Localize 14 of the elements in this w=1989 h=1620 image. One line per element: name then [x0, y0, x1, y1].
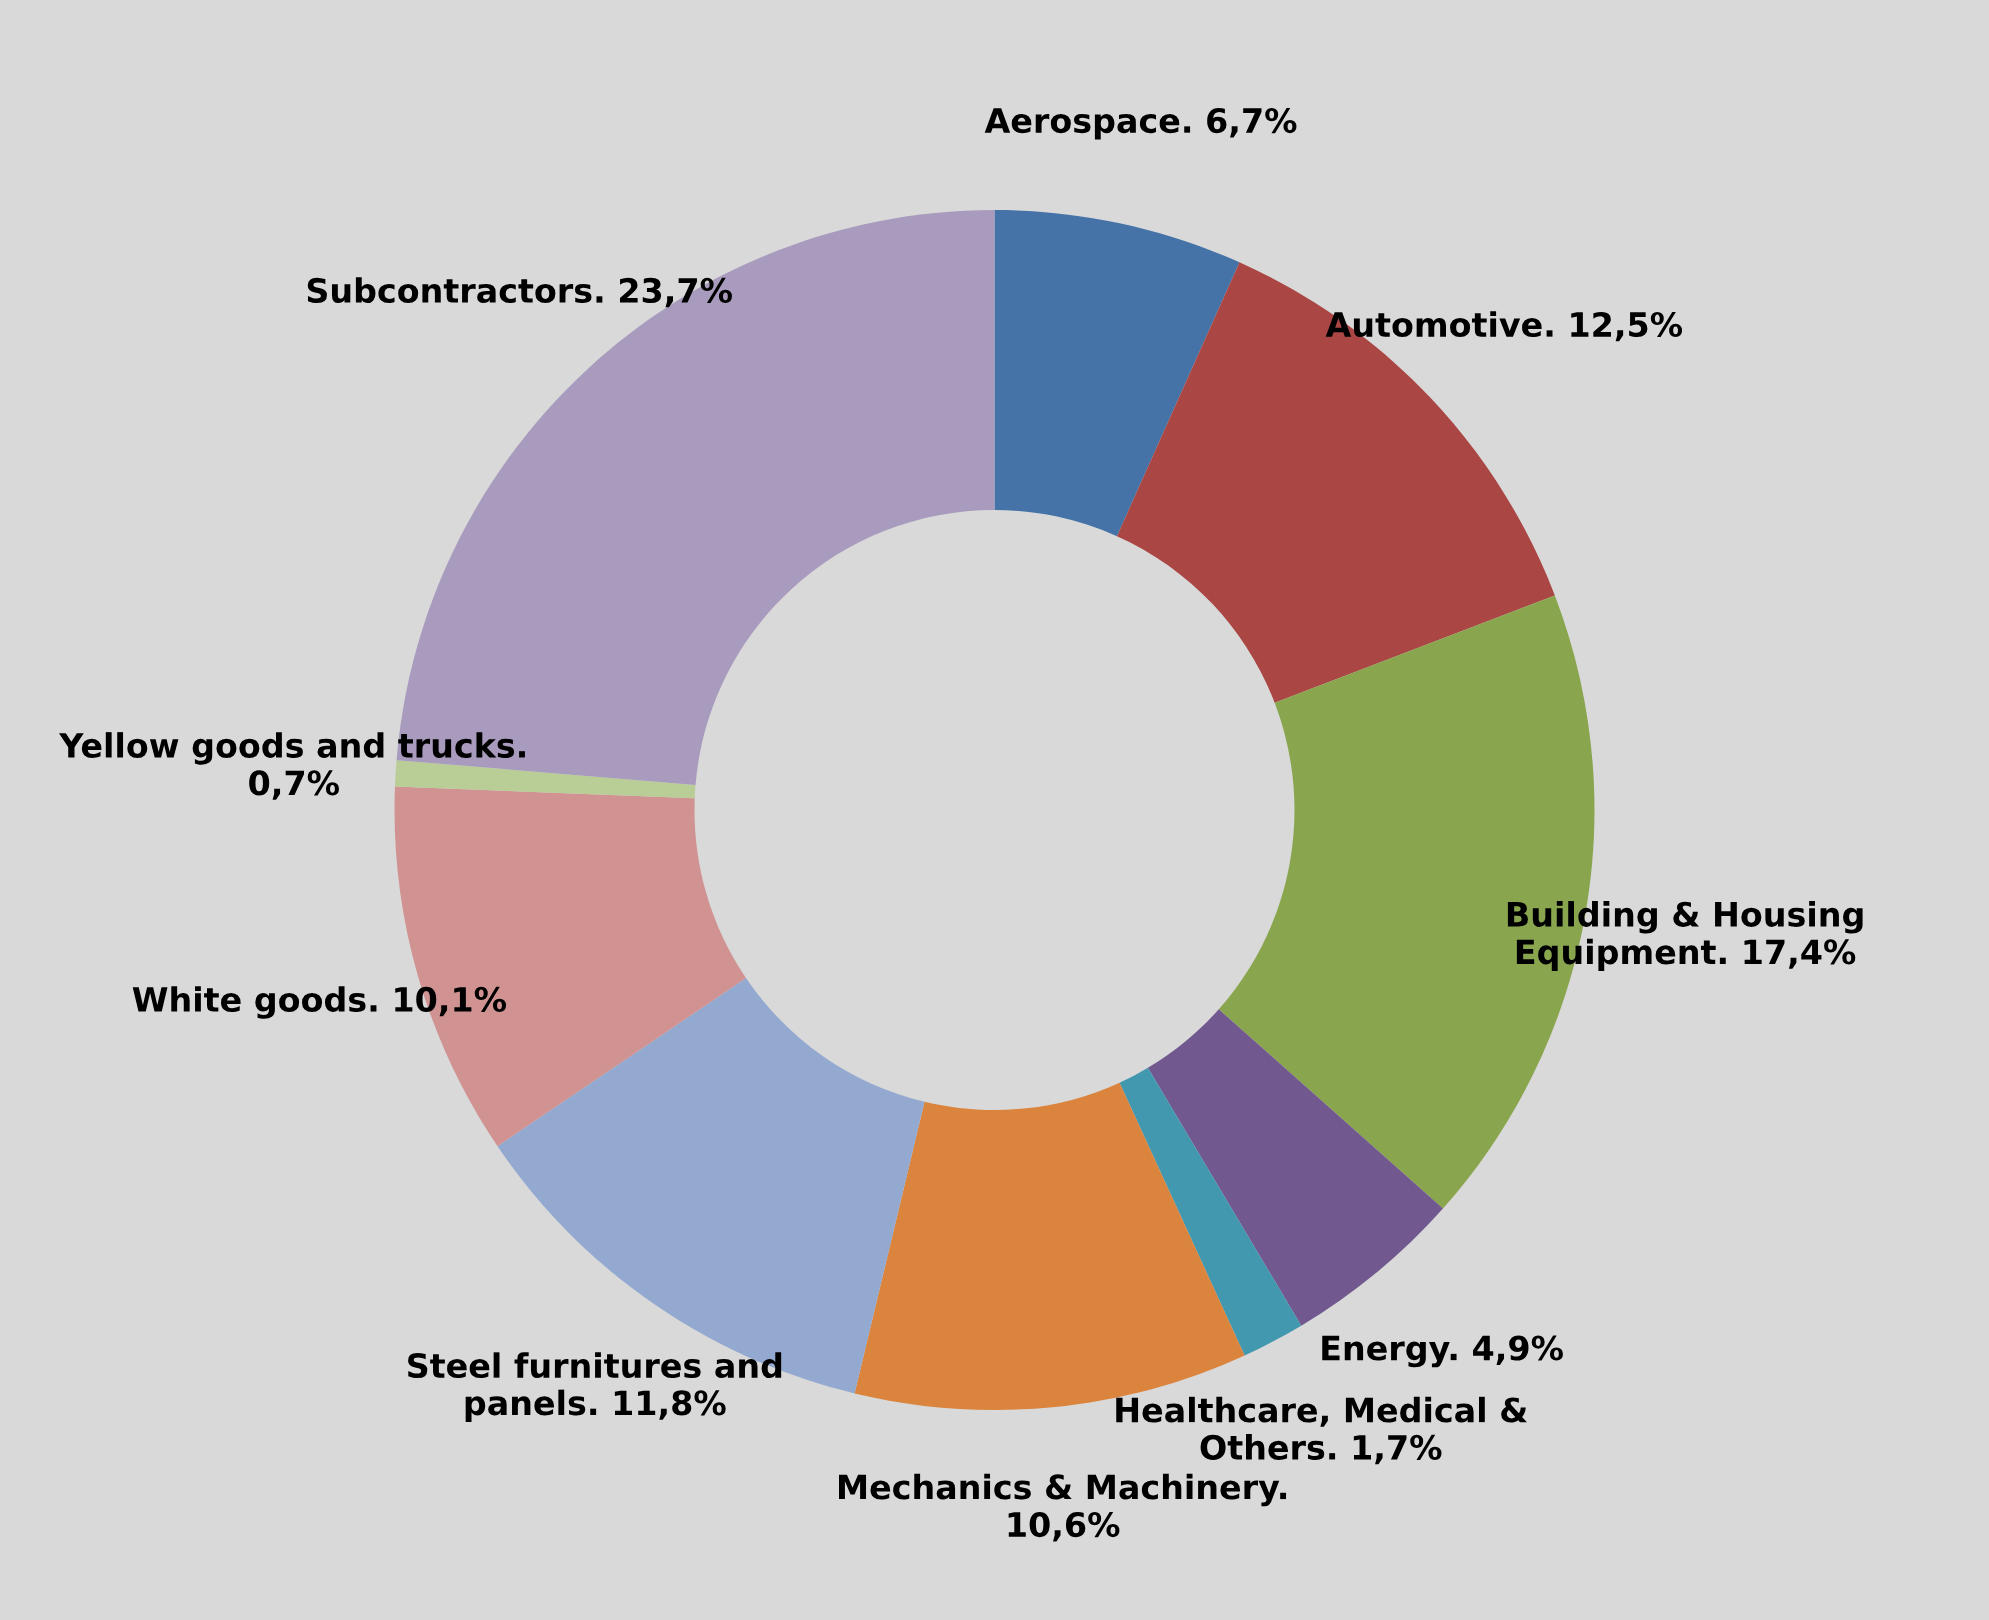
slice-label: Healthcare, Medical & Others. 1,7% [1116, 1396, 1527, 1465]
donut-slice [394, 786, 747, 1147]
donut-slice [1119, 1067, 1302, 1356]
slice-label: Steel furnitures and panels. 11,8% [408, 1352, 782, 1422]
slice-label: Yellow goods and trucks. 0,7% [58, 732, 525, 800]
slice-label: Energy. 4,9% [1322, 1335, 1563, 1368]
slice-label: White goods. 10,1% [132, 986, 507, 1019]
donut-slice [1147, 1009, 1443, 1326]
donut-slice [994, 210, 1240, 537]
donut-slice [1116, 262, 1555, 703]
slice-label: Aerospace. 6,7% [984, 107, 1297, 140]
slice-label: Mechanics & Machinery. 10,6% [839, 1473, 1287, 1542]
donut-slice [394, 760, 696, 799]
slice-label: Subcontractors. 23,7% [307, 277, 732, 308]
